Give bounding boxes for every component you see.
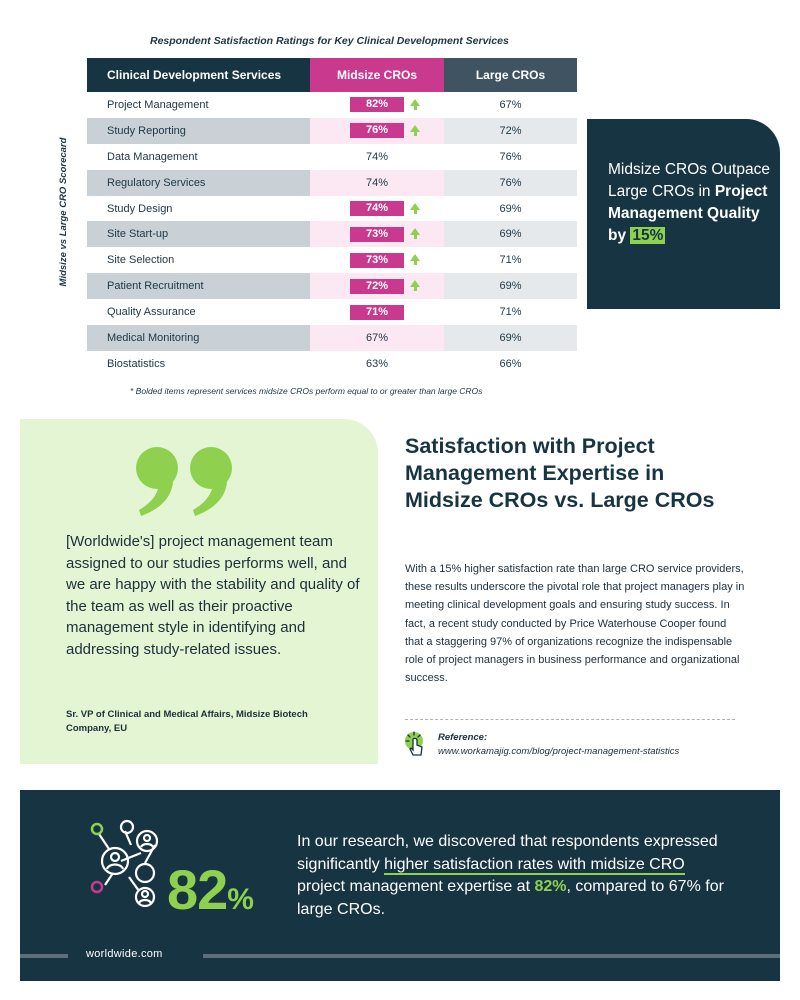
findings-text-a: In our research, we discovered that resp… [297, 833, 718, 873]
up-arrow-icon [410, 202, 420, 214]
table-body: Project Management 82% 67% Study Reporting 7… [87, 92, 577, 377]
table-row: Site Start-up 73% 69% [87, 221, 577, 248]
service-name: Quality Assurance [107, 306, 196, 319]
findings-text-c: , compared to 67% for large CROs. [297, 878, 724, 918]
midsize-cell: 67% [310, 325, 444, 351]
large-value: 67% [499, 98, 522, 111]
midsize-value: 73% [350, 252, 404, 268]
midsize-cell: 63% [365, 357, 389, 370]
people-network-icon [90, 819, 159, 907]
large-value: 69% [499, 202, 522, 215]
footer-rule-left [20, 954, 68, 958]
service-name: Site Start-up [87, 221, 310, 248]
service-name: Site Selection [107, 254, 175, 267]
table-row: Medical Monitoring 67% 69% [87, 325, 577, 351]
header-midsize: Midsize CROs [310, 58, 444, 92]
midsize-cell: 82% [310, 92, 444, 118]
satisfaction-table: Clinical Development Services Midsize CR… [87, 58, 577, 377]
large-value: 69% [444, 221, 577, 248]
large-value: 71% [499, 306, 522, 319]
large-value: 66% [499, 357, 522, 370]
up-arrow-icon [410, 280, 420, 292]
table-row: Study Reporting 76% 72% [87, 117, 577, 144]
up-arrow-icon [410, 228, 420, 240]
large-value: 72% [444, 117, 577, 144]
scorecard-side-label: Midsize vs Large CRO Scorecard [58, 137, 69, 287]
midsize-value: 72% [350, 278, 404, 294]
findings-banner [20, 790, 780, 981]
midsize-cell: 74% [365, 150, 389, 163]
service-name: Patient Recruitment [87, 273, 310, 300]
up-arrow-icon [410, 99, 420, 110]
big-stat-value: 82 [167, 858, 228, 921]
midsize-value: 82% [350, 97, 404, 113]
table-row: Quality Assurance 71% 71% [87, 299, 577, 325]
findings-text-b: project management expertise at [297, 878, 535, 895]
article-body: With a 15% higher satisfaction rate than… [405, 563, 745, 685]
divider [405, 719, 735, 720]
up-arrow-icon [410, 124, 420, 136]
service-name: Regulatory Services [87, 169, 310, 196]
big-stat-unit: % [227, 883, 254, 916]
findings-green-value: 82% [534, 878, 567, 895]
findings-text: In our research, we discovered that resp… [297, 831, 737, 921]
footer-url[interactable]: worldwide.com [86, 948, 163, 960]
stat-highlight: 15% [630, 227, 666, 244]
service-name: Data Management [107, 150, 198, 163]
service-name: Medical Monitoring [87, 325, 310, 351]
table-row: Patient Recruitment 72% 69% [87, 273, 577, 300]
large-value: 76% [499, 150, 522, 163]
midsize-value: 71% [350, 304, 404, 320]
midsize-cell: 76% [310, 117, 444, 144]
findings-underlined: higher satisfaction rates with midsize C… [384, 855, 685, 875]
midsize-cell: 73% [310, 247, 444, 273]
quote-mark-icon [136, 447, 232, 516]
midsize-cell: 72% [310, 273, 444, 300]
table-row: Data Management 74% 76% [87, 144, 577, 170]
stat-bold: Project Management Quality by [608, 183, 768, 244]
footer-rule-right [203, 954, 780, 958]
service-name: Study Design [107, 202, 173, 215]
testimonial-quote: [Worldwide's] project management team as… [66, 533, 360, 658]
midsize-cell: 74% [310, 196, 444, 222]
reference-label: Reference: [438, 732, 488, 743]
midsize-value: 73% [350, 226, 404, 242]
stat-line: Midsize CROs Outpace Large CROs in [608, 161, 770, 200]
header-large: Large CROs [444, 58, 577, 92]
header-services: Clinical Development Services [87, 58, 310, 92]
up-arrow-icon [410, 254, 420, 266]
large-value: 69% [444, 273, 577, 300]
midsize-value: 76% [350, 123, 404, 139]
table-row: Study Design 74% 69% [87, 196, 577, 222]
large-value: 76% [444, 169, 577, 196]
reference-link[interactable]: www.workamajig.com/blog/project-manageme… [438, 746, 680, 757]
click-cursor-icon [405, 731, 423, 756]
midsize-cell: 71% [310, 299, 444, 325]
service-name: Biostatistics [107, 357, 166, 370]
table-row: Regulatory Services 74% 76% [87, 169, 577, 196]
table-row: Project Management 82% 67% [87, 92, 577, 118]
table-row: Biostatistics 63% 66% [87, 351, 577, 377]
midsize-cell: 73% [310, 221, 444, 248]
big-stat-number: 82% [167, 860, 254, 930]
midsize-cell: 74% [310, 169, 444, 196]
table-footnote: * Bolded items represent services midsiz… [130, 386, 483, 396]
large-value: 71% [499, 254, 522, 267]
service-name: Study Reporting [87, 117, 310, 144]
article-heading: Satisfaction with Project Management Exp… [405, 434, 715, 512]
stat-callout: Midsize CROs Outpace Large CROs in Proje… [587, 119, 780, 309]
large-value: 69% [444, 325, 577, 351]
table-header-row: Clinical Development Services Midsize CR… [87, 58, 577, 92]
service-name: Project Management [107, 98, 209, 111]
table-title: Respondent Satisfaction Ratings for Key … [150, 35, 509, 47]
testimonial-author: Sr. VP of Clinical and Medical Affairs, … [66, 709, 308, 734]
midsize-value: 74% [350, 201, 404, 216]
table-row: Site Selection 73% 71% [87, 247, 577, 273]
stat-callout-text: Midsize CROs Outpace Large CROs in Proje… [608, 159, 773, 247]
